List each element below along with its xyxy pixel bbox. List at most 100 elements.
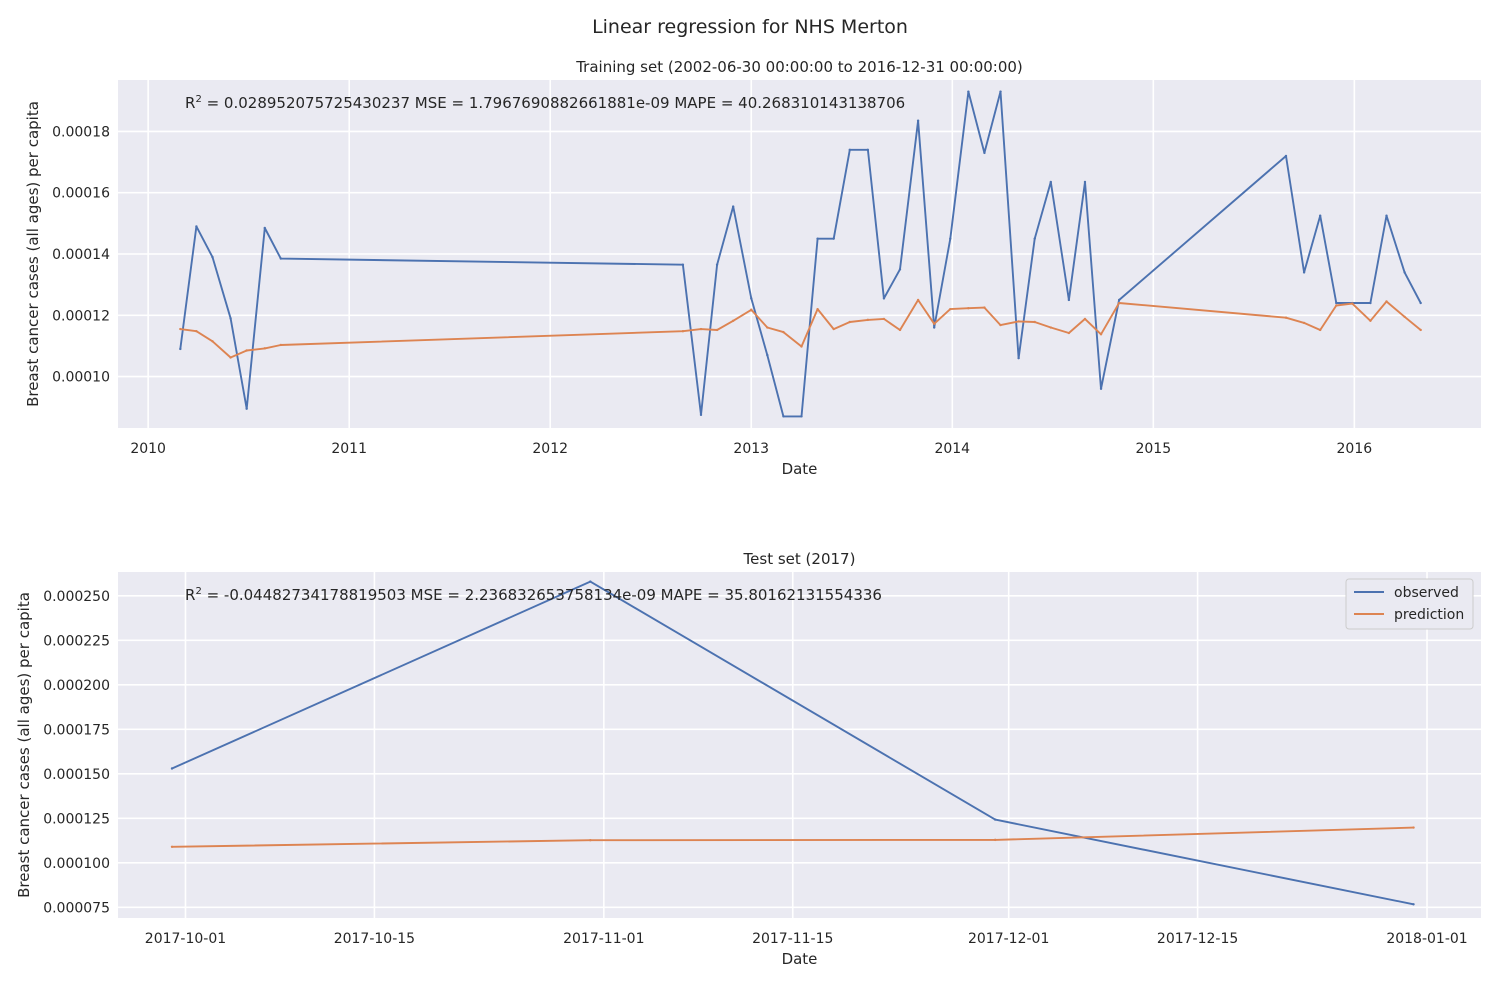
legend-label-observed: observed bbox=[1394, 585, 1459, 601]
data-point-prediction bbox=[1419, 328, 1422, 332]
x-tick-label: 2014 bbox=[934, 441, 970, 457]
data-point-prediction bbox=[170, 845, 174, 849]
metrics-annotation: R2 = -0.04482734178819503 MSE = 2.236832… bbox=[185, 586, 882, 604]
y-tick-label: 0.000125 bbox=[43, 811, 110, 827]
data-point-observed bbox=[800, 415, 803, 418]
data-point-observed bbox=[681, 263, 685, 266]
data-point-prediction bbox=[816, 307, 819, 311]
data-point-prediction bbox=[1385, 300, 1388, 303]
y-tick-label: 0.00016 bbox=[52, 186, 110, 202]
data-point-observed bbox=[245, 407, 248, 410]
data-point-observed bbox=[715, 263, 719, 266]
data-point-observed bbox=[967, 90, 970, 93]
data-point-prediction bbox=[949, 307, 952, 311]
data-point-observed bbox=[211, 255, 214, 259]
x-tick-label: 2018-01-01 bbox=[1386, 931, 1467, 947]
data-point-observed bbox=[1369, 301, 1372, 305]
data-point-observed bbox=[1403, 271, 1406, 274]
legend-label-prediction: prediction bbox=[1394, 607, 1464, 623]
chart-test: 0.000075 0.000100 0.000125 0.000150 0.000175… bbox=[15, 550, 1481, 968]
data-point-observed bbox=[999, 90, 1002, 93]
data-point-prediction bbox=[848, 320, 851, 324]
data-point-observed bbox=[1412, 903, 1415, 906]
y-tick-label: 0.000150 bbox=[43, 767, 110, 783]
data-point-observed bbox=[832, 237, 835, 240]
y-tick-label: 0.000200 bbox=[43, 678, 110, 694]
data-point-observed bbox=[916, 119, 920, 122]
data-point-prediction bbox=[731, 319, 735, 322]
data-point-observed bbox=[179, 347, 182, 351]
data-point-prediction bbox=[967, 307, 970, 310]
data-point-prediction bbox=[1369, 319, 1372, 322]
x-axis-label: Date bbox=[782, 460, 818, 478]
x-tick-label: 2017-12-01 bbox=[968, 931, 1049, 947]
figure-title: Linear regression for NHS Merton bbox=[592, 16, 908, 38]
data-point-observed bbox=[1318, 214, 1322, 217]
data-point-observed bbox=[766, 353, 769, 357]
plot-background bbox=[118, 572, 1481, 918]
data-point-prediction bbox=[1067, 331, 1071, 335]
data-point-observed bbox=[1284, 154, 1288, 158]
y-tick-label: 0.000250 bbox=[43, 589, 110, 605]
data-point-observed bbox=[782, 415, 785, 418]
data-point-observed bbox=[898, 268, 902, 271]
chart-training: 0.00010 0.00012 0.00014 0.00016 0.00018 2010 2… bbox=[24, 58, 1481, 478]
data-point-observed bbox=[1049, 180, 1052, 184]
x-tick-label: 2017-12-15 bbox=[1157, 931, 1238, 947]
data-point-prediction bbox=[993, 838, 997, 842]
data-point-prediction bbox=[699, 327, 703, 331]
data-point-observed bbox=[1335, 301, 1338, 305]
data-point-prediction bbox=[866, 318, 870, 322]
y-axis-label: Breast cancer cases (all ages) per capit… bbox=[15, 592, 33, 898]
data-point-prediction bbox=[211, 340, 214, 343]
data-point-prediction bbox=[279, 343, 283, 347]
x-tick-label: 2013 bbox=[733, 441, 769, 457]
data-point-observed bbox=[1302, 271, 1306, 274]
data-point-prediction bbox=[766, 326, 769, 329]
data-point-observed bbox=[263, 226, 266, 230]
data-point-prediction bbox=[1284, 316, 1288, 319]
data-point-prediction bbox=[1302, 321, 1306, 325]
data-point-prediction bbox=[1049, 326, 1052, 329]
x-axis-label: Date bbox=[782, 950, 818, 968]
x-tick-label: 2017-10-15 bbox=[334, 931, 415, 947]
chart-title: Training set (2002-06-30 00:00:00 to 201… bbox=[575, 58, 1023, 76]
data-point-observed bbox=[1067, 298, 1071, 302]
series-line-observed bbox=[171, 580, 1414, 906]
data-point-observed bbox=[882, 297, 886, 300]
data-point-observed bbox=[1385, 214, 1388, 217]
data-point-observed bbox=[932, 326, 936, 329]
data-point-prediction bbox=[898, 328, 902, 332]
data-point-observed bbox=[195, 225, 198, 228]
metrics-annotation: R2 = 0.028952075725430237 MSE = 1.796769… bbox=[185, 94, 905, 112]
data-point-observed bbox=[1117, 298, 1121, 302]
x-tick-label: 2011 bbox=[331, 441, 367, 457]
data-point-prediction bbox=[782, 330, 785, 334]
data-point-observed bbox=[816, 237, 819, 240]
data-point-prediction bbox=[1017, 320, 1020, 323]
y-tick-label: 0.00012 bbox=[52, 308, 110, 324]
y-axis-label: Breast cancer cases (all ages) per capit… bbox=[24, 101, 42, 407]
data-point-prediction bbox=[1083, 317, 1087, 321]
data-point-prediction bbox=[195, 329, 198, 333]
data-point-prediction bbox=[589, 839, 592, 842]
data-point-prediction bbox=[882, 317, 886, 321]
x-tick-label: 2017-11-15 bbox=[752, 931, 833, 947]
x-tick-label: 2012 bbox=[532, 441, 568, 457]
data-point-prediction bbox=[750, 308, 753, 311]
y-tick-label: 0.00010 bbox=[52, 370, 110, 386]
x-tick-label: 2016 bbox=[1337, 441, 1373, 457]
data-point-observed bbox=[866, 148, 870, 152]
y-tick-label: 0.000100 bbox=[43, 856, 110, 872]
data-point-observed bbox=[699, 413, 703, 417]
data-point-observed bbox=[1033, 237, 1036, 240]
data-point-observed bbox=[1419, 301, 1422, 305]
data-point-prediction bbox=[229, 356, 232, 359]
data-point-observed bbox=[949, 237, 952, 240]
data-point-observed bbox=[848, 148, 851, 152]
y-tick-label: 0.000175 bbox=[43, 722, 110, 738]
data-point-prediction bbox=[245, 349, 248, 352]
data-point-prediction bbox=[179, 327, 182, 331]
data-point-observed bbox=[1083, 180, 1087, 184]
